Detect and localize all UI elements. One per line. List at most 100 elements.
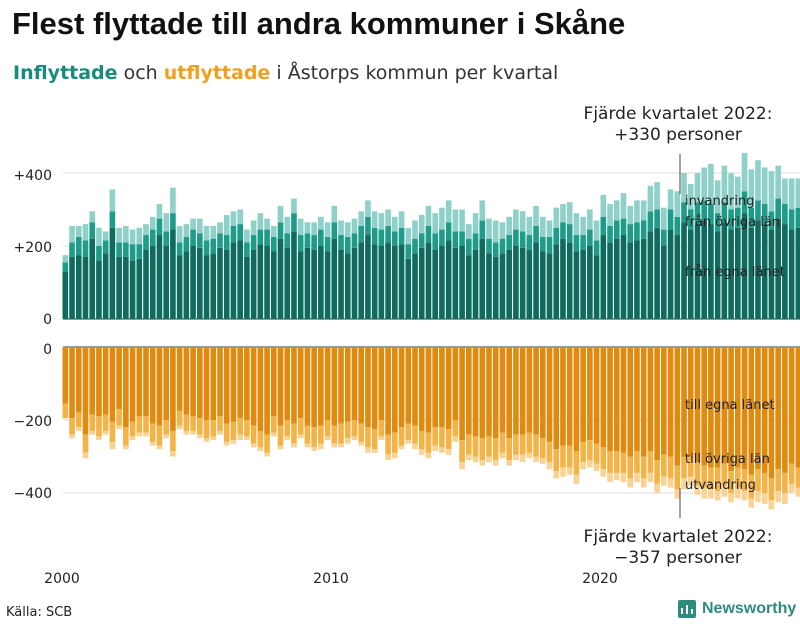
bar-out-utvandring-q106 (775, 491, 781, 503)
bar-out-utvandring-q35 (297, 434, 304, 439)
bar-out-utvandring-q92 (681, 478, 687, 490)
bar-out-utvandring-q9 (123, 445, 129, 450)
bar-in-egna-q55 (432, 249, 439, 319)
bar-out-utvandring-q105 (768, 500, 775, 510)
bar-out-utvandring-q99 (728, 493, 734, 503)
bar-in-egna-q21 (203, 255, 210, 320)
bar-out-egna-q45 (365, 347, 371, 428)
bar-out-ovriga-q17 (176, 410, 183, 426)
bar-out-ovriga-q57 (445, 429, 452, 450)
bar-in-ovriga-q79 (593, 240, 600, 256)
bar-out-utvandring-q39 (324, 436, 331, 441)
bar-in-ovriga-q24 (223, 235, 230, 250)
bar-in-ovriga-q33 (284, 233, 291, 248)
bar-in-invandring-q100 (735, 176, 741, 208)
bar-in-invandring-q23 (217, 222, 223, 234)
bar-out-utvandring-q63 (486, 456, 492, 462)
bar-in-ovriga-q16 (170, 213, 176, 230)
bar-out-utvandring-q17 (176, 425, 183, 430)
bar-out-utvandring-q11 (136, 432, 143, 437)
bar-out-utvandring-q3 (82, 452, 89, 459)
bar-out-egna-q55 (432, 347, 439, 428)
y-tick-top-200: +200 (14, 240, 52, 256)
bar-in-ovriga-q93 (687, 209, 694, 230)
bar-out-utvandring-q4 (89, 430, 96, 435)
bar-in-ovriga-q1 (69, 242, 75, 257)
bar-in-invandring-q97 (714, 180, 721, 214)
bar-out-ovriga-q86 (640, 456, 647, 479)
bar-in-egna-q51 (405, 258, 412, 319)
bar-in-egna-q53 (418, 247, 425, 319)
bar-out-egna-q80 (600, 347, 607, 448)
bar-out-utvandring-q2 (75, 427, 82, 431)
bar-out-ovriga-q61 (472, 436, 479, 457)
bar-out-utvandring-q25 (230, 440, 237, 444)
bar-out-ovriga-q29 (257, 430, 264, 448)
bar-in-invandring-q39 (324, 222, 331, 237)
bar-out-ovriga-q79 (593, 443, 600, 464)
bar-in-egna-q105 (768, 229, 775, 319)
bar-out-egna-q50 (398, 347, 405, 428)
bar-out-ovriga-q9 (123, 427, 129, 446)
bar-out-ovriga-q4 (89, 414, 96, 431)
bar-in-invandring-q94 (694, 173, 701, 203)
bar-in-egna-q85 (634, 240, 640, 319)
bar-in-egna-q10 (129, 260, 136, 319)
bar-out-ovriga-q14 (156, 425, 163, 446)
bar-out-egna-q30 (264, 347, 270, 435)
bar-out-egna-q90 (667, 347, 674, 457)
bar-in-invandring-q74 (560, 204, 566, 223)
bar-out-utvandring-q36 (304, 443, 311, 448)
bar-out-ovriga-q24 (223, 423, 230, 442)
bar-in-egna-q78 (587, 246, 593, 319)
bar-out-egna-q21 (203, 347, 210, 420)
bar-out-ovriga-q34 (291, 423, 297, 444)
bars (62, 152, 800, 510)
brand-logo: Newsworthy (678, 600, 796, 618)
bar-in-ovriga-q18 (183, 236, 190, 252)
bar-out-ovriga-q43 (351, 420, 358, 437)
bar-out-egna-q66 (506, 347, 512, 439)
bar-out-utvandring-q20 (197, 434, 203, 439)
bar-out-ovriga-q52 (412, 425, 418, 444)
bar-out-utvandring-q12 (143, 432, 149, 437)
bar-out-egna-q54 (425, 347, 432, 433)
bar-in-ovriga-q4 (89, 222, 96, 239)
bar-in-invandring-q37 (311, 222, 317, 236)
bar-out-utvandring-q28 (250, 443, 257, 448)
bar-out-egna-q98 (721, 347, 728, 464)
bar-in-egna-q14 (156, 235, 163, 319)
bar-out-ovriga-q39 (324, 420, 331, 437)
bar-in-ovriga-q3 (82, 240, 89, 257)
bar-out-ovriga-q73 (553, 449, 560, 472)
bar-in-egna-q46 (371, 244, 378, 320)
bar-out-ovriga-q49 (392, 432, 398, 453)
bar-out-utvandring-q103 (755, 491, 761, 503)
bar-in-ovriga-q52 (412, 238, 418, 254)
bar-in-egna-q96 (708, 224, 714, 319)
bar-in-ovriga-q90 (667, 209, 674, 230)
bar-out-egna-q99 (728, 347, 734, 472)
bar-out-egna-q20 (197, 347, 203, 419)
bar-out-ovriga-q41 (338, 423, 344, 444)
bar-out-egna-q69 (526, 347, 533, 433)
bar-out-egna-q108 (788, 347, 795, 464)
bar-out-egna-q88 (654, 347, 660, 461)
bar-in-invandring-q67 (513, 209, 519, 230)
bar-out-ovriga-q33 (284, 420, 291, 437)
bar-out-egna-q26 (237, 347, 243, 419)
bar-in-egna-q44 (358, 242, 365, 319)
bar-in-ovriga-q81 (607, 225, 613, 243)
bar-out-egna-q17 (176, 347, 183, 411)
label-fran-egna-lanet: från egna länet (685, 265, 785, 280)
chart-subtitle: Inflyttade och utflyttade i Åstorps komm… (13, 62, 558, 84)
y-tick-top-0: 0 (43, 312, 52, 328)
bar-in-ovriga-q13 (149, 229, 156, 246)
bar-out-egna-q44 (358, 347, 365, 424)
bar-in-ovriga-q65 (499, 238, 506, 254)
bar-in-invandring-q87 (647, 185, 654, 212)
bar-in-ovriga-q30 (264, 229, 270, 246)
bar-in-egna-q56 (439, 246, 445, 319)
bar-in-invandring-q62 (479, 200, 486, 221)
x-tick-2010: 2010 (313, 571, 349, 587)
